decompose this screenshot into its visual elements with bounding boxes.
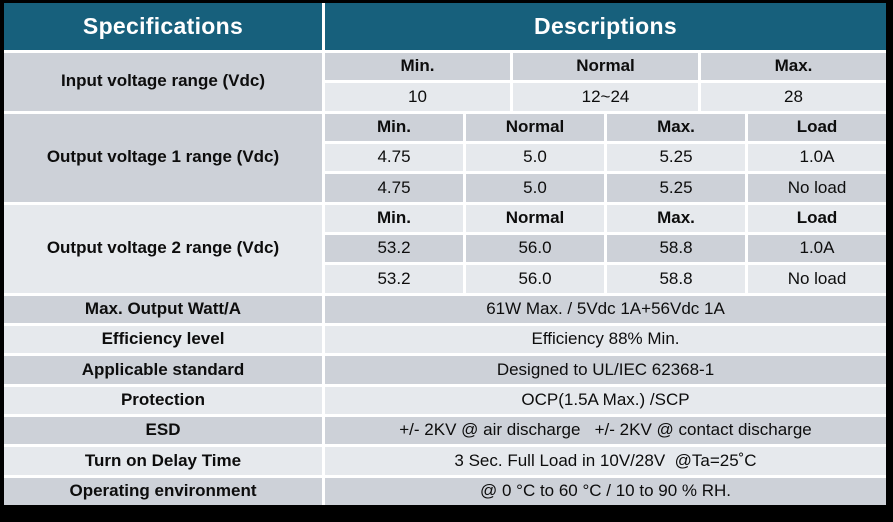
ov2-row1-min: 53.2 (325, 235, 463, 263)
efficiency-level-value: Efficiency 88% Min. (325, 326, 886, 354)
row-label-efficiency-level: Efficiency level (4, 326, 322, 354)
ov2-row2-normal: 56.0 (466, 265, 604, 293)
ov1-col-normal: Normal (466, 113, 604, 141)
turn-on-delay-time-value: 3 Sec. Full Load in 10V/28V @Ta=25˚C (325, 447, 886, 475)
ov1-col-load: Load (748, 113, 886, 141)
ov1-col-min: Min. (325, 113, 463, 141)
max-output-watt-value: 61W Max. / 5Vdc 1A+56Vdc 1A (325, 295, 886, 323)
applicable-standard-value: Designed to UL/IEC 62368-1 (325, 356, 886, 384)
ov1-row2-min: 4.75 (325, 174, 463, 202)
ov1-row2-normal: 5.0 (466, 174, 604, 202)
ov1-row1-load: 1.0A (748, 144, 886, 172)
ov2-row1-max: 58.8 (607, 235, 745, 263)
ov1-row2-max: 5.25 (607, 174, 745, 202)
esd-value: +/- 2KV @ air discharge +/- 2KV @ contac… (325, 417, 886, 445)
input-voltage-max-value: 28 (701, 83, 886, 111)
input-voltage-min-value: 10 (325, 83, 510, 111)
row-label-input-voltage-range: Input voltage range (Vdc) (4, 53, 322, 111)
row-label-output-voltage-2-range: Output voltage 2 range (Vdc) (4, 204, 322, 293)
ov1-row1-normal: 5.0 (466, 144, 604, 172)
ov2-col-normal: Normal (466, 204, 604, 232)
ov1-row1-min: 4.75 (325, 144, 463, 172)
ov2-row1-load: 1.0A (748, 235, 886, 263)
input-voltage-col-normal: Normal (513, 53, 698, 81)
specifications-table: Specifications Descriptions Input voltag… (4, 3, 886, 505)
row-label-output-voltage-1-range: Output voltage 1 range (Vdc) (4, 113, 322, 202)
input-voltage-col-max: Max. (701, 53, 886, 81)
ov2-col-load: Load (748, 204, 886, 232)
row-label-applicable-standard: Applicable standard (4, 356, 322, 384)
row-label-esd: ESD (4, 417, 322, 445)
input-voltage-col-min: Min. (325, 53, 510, 81)
ov2-col-min: Min. (325, 204, 463, 232)
protection-value: OCP(1.5A Max.) /SCP (325, 386, 886, 414)
operating-environment-value: @ 0 °C to 60 °C / 10 to 90 % RH. (325, 477, 886, 505)
ov2-row2-load: No load (748, 265, 886, 293)
row-label-protection: Protection (4, 386, 322, 414)
ov1-row1-max: 5.25 (607, 144, 745, 172)
ov2-col-max: Max. (607, 204, 745, 232)
ov1-col-max: Max. (607, 113, 745, 141)
ov2-row1-normal: 56.0 (466, 235, 604, 263)
ov2-row2-min: 53.2 (325, 265, 463, 293)
row-label-turn-on-delay-time: Turn on Delay Time (4, 447, 322, 475)
input-voltage-normal-value: 12~24 (513, 83, 698, 111)
row-label-max-output-watt: Max. Output Watt/A (4, 295, 322, 323)
ov1-row2-load: No load (748, 174, 886, 202)
ov2-row2-max: 58.8 (607, 265, 745, 293)
row-label-operating-environment: Operating environment (4, 477, 322, 505)
column-header-descriptions: Descriptions (325, 3, 886, 50)
column-header-specifications: Specifications (4, 3, 322, 50)
